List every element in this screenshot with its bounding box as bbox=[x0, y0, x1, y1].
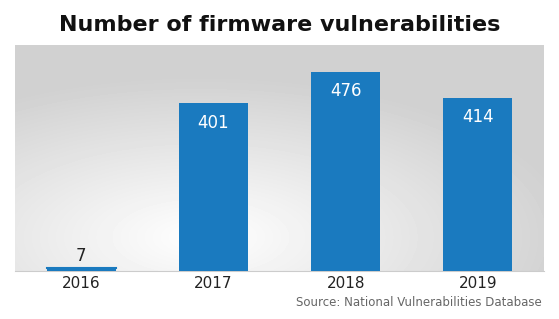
Text: 7: 7 bbox=[76, 247, 87, 265]
Text: 476: 476 bbox=[330, 82, 361, 100]
Bar bbox=[311, 72, 380, 271]
Bar bbox=[179, 103, 248, 271]
Text: Source: National Vulnerabilities Database: Source: National Vulnerabilities Databas… bbox=[296, 296, 542, 309]
Title: Number of firmware vulnerabilities: Number of firmware vulnerabilities bbox=[59, 15, 500, 35]
Text: 401: 401 bbox=[197, 114, 229, 132]
Bar bbox=[47, 269, 116, 271]
Text: 414: 414 bbox=[462, 108, 494, 126]
Bar bbox=[443, 98, 512, 271]
